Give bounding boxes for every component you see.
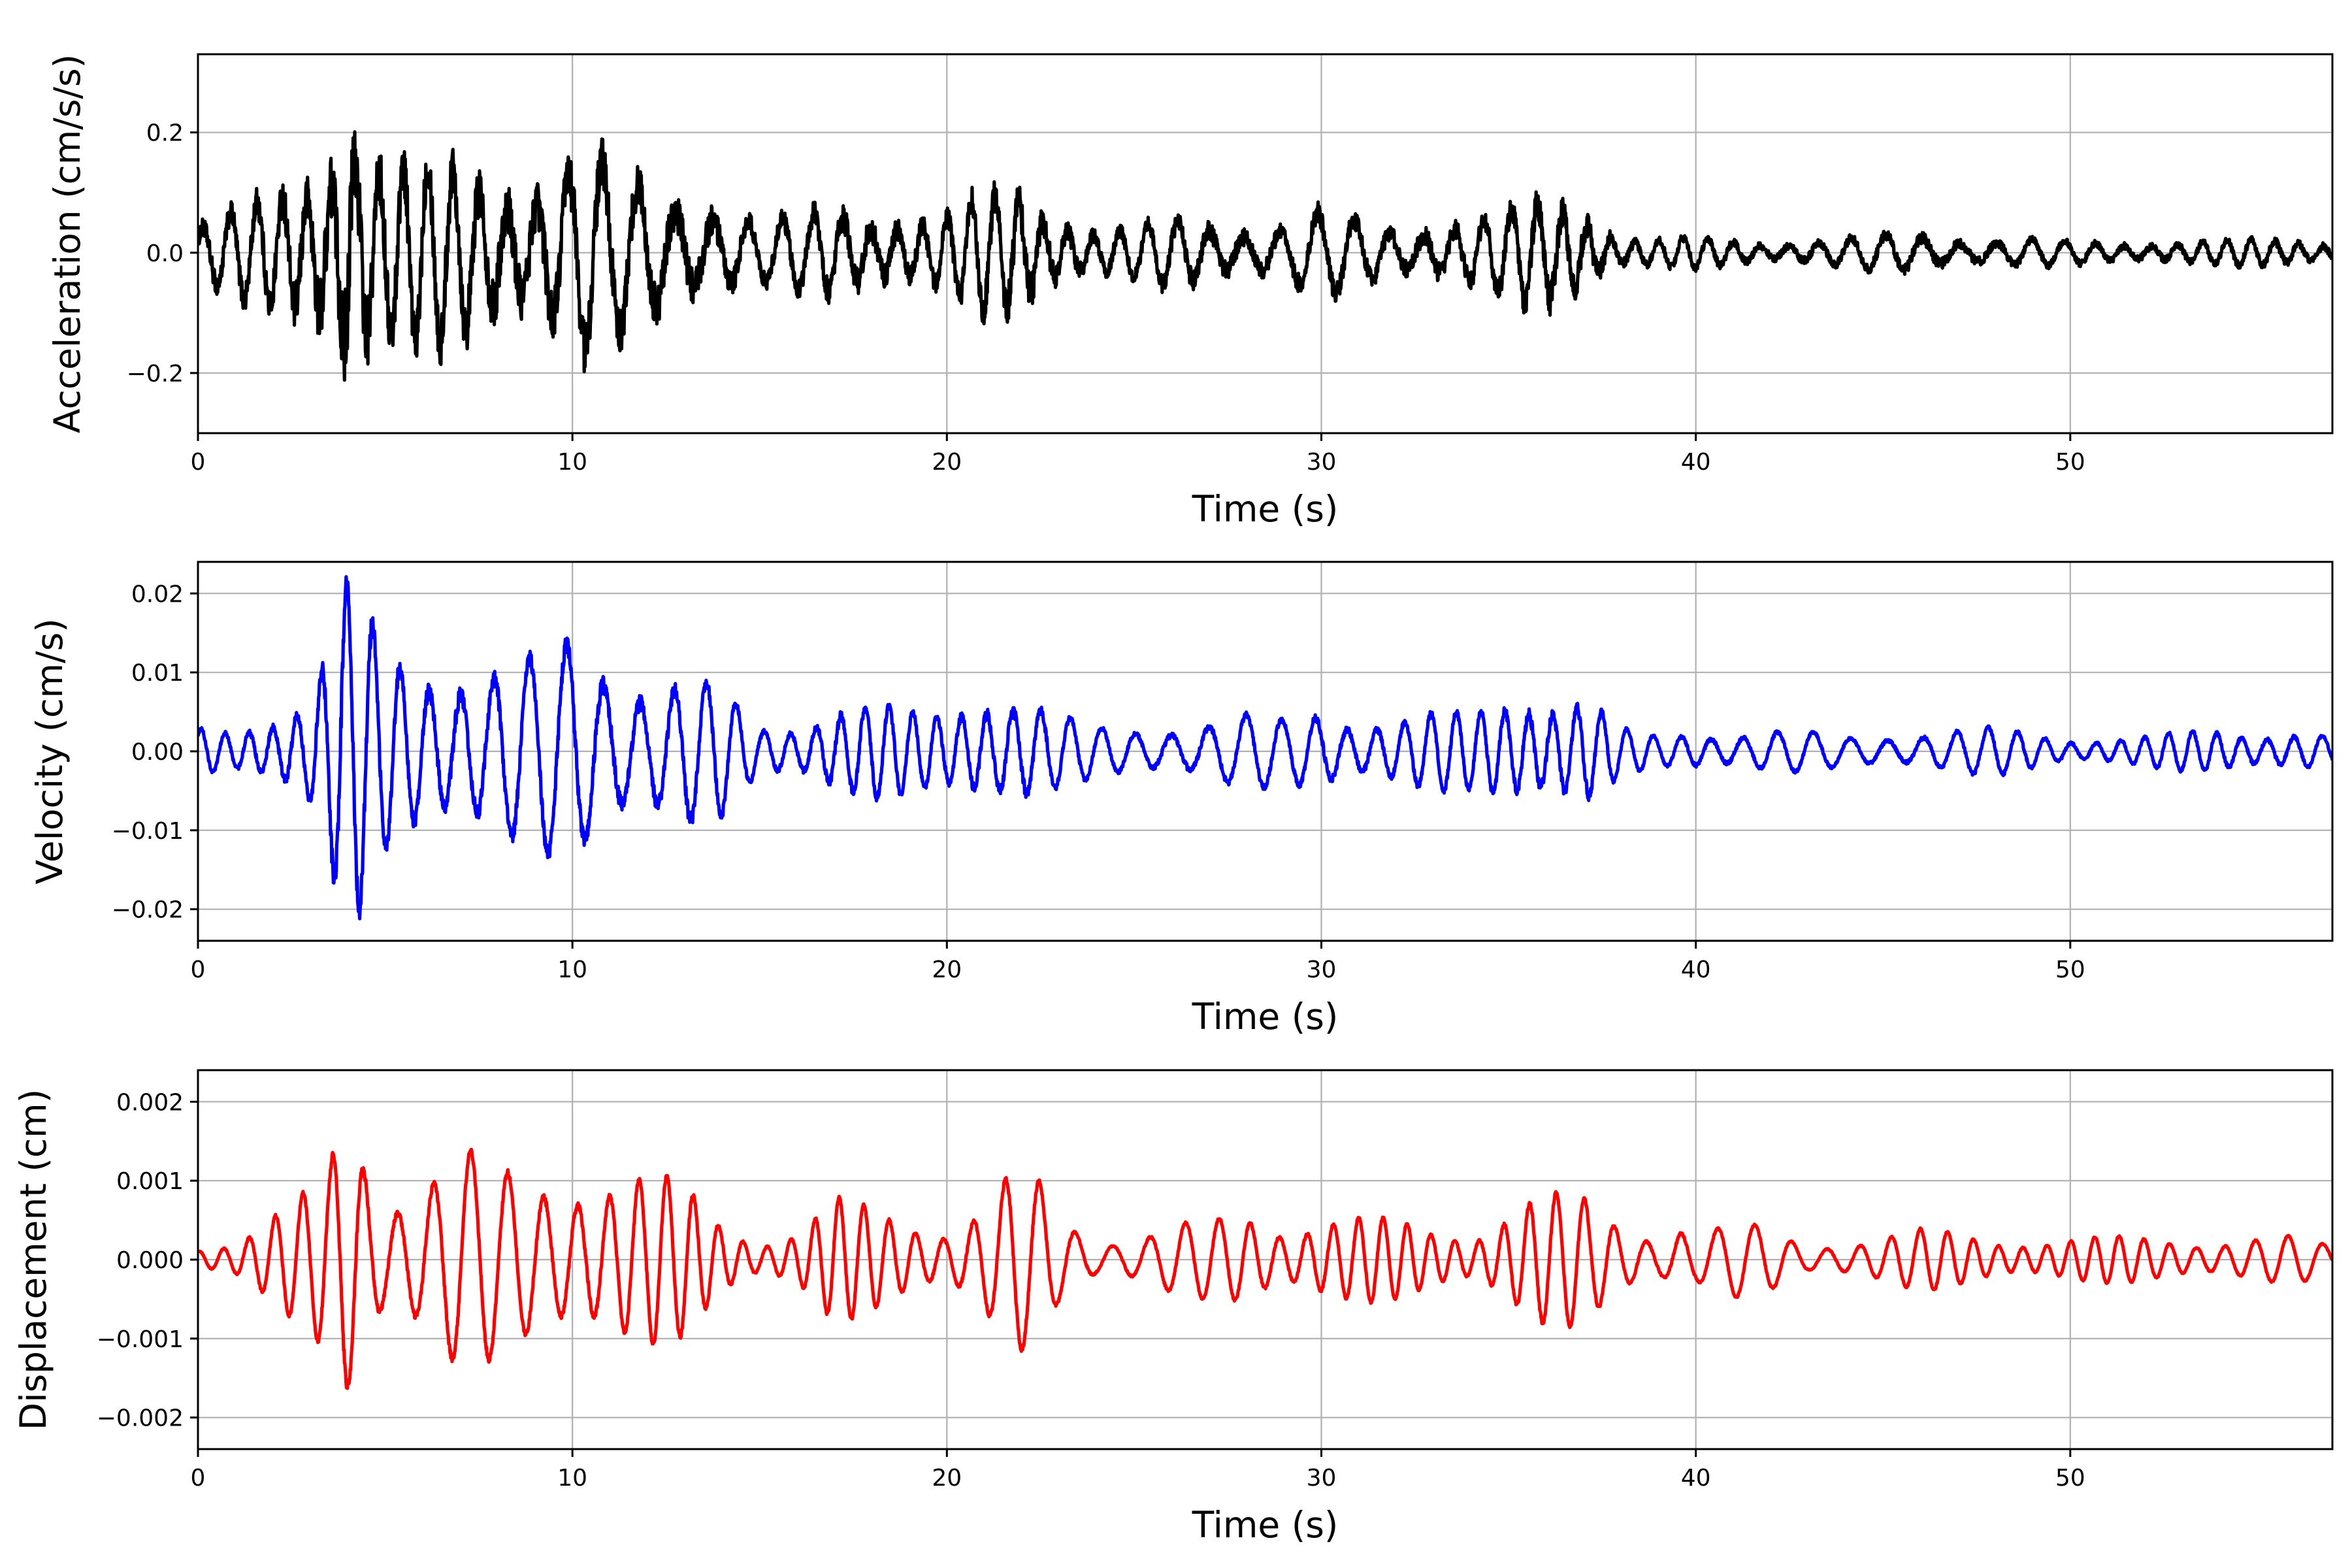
displacement-x-axis-label: Time (s)	[1192, 1504, 1339, 1546]
acceleration-series-line	[198, 130, 2332, 382]
acceleration-axes-frame	[197, 53, 2334, 434]
displacement-x-tick-label: 40	[1681, 1465, 1711, 1492]
displacement-y-tick-label: 0.000	[116, 1247, 184, 1274]
velocity-y-tick-label: 0.02	[131, 581, 184, 608]
acceleration-y-tick-label: −0.2	[127, 361, 184, 387]
acceleration-x-tick-label: 50	[2055, 449, 2085, 476]
acceleration-x-tick-label: 0	[191, 449, 206, 476]
displacement-y-tick-label: −0.002	[97, 1405, 184, 1432]
acceleration-x-axis-label: Time (s)	[1192, 488, 1339, 530]
velocity-x-tick-label: 10	[557, 956, 587, 983]
acceleration-x-tick-label: 30	[1307, 449, 1337, 476]
velocity-x-tick-label: 40	[1681, 956, 1711, 983]
displacement-y-tick-label: 0.001	[116, 1168, 184, 1195]
acceleration-y-tick-label: 0.0	[146, 240, 184, 267]
displacement-y-tick-label: −0.001	[97, 1326, 184, 1353]
acceleration-panel: 0 10 20 30 40 50 −0.2 0.0 0.2 Time (s) Acceleratio…	[46, 53, 2334, 530]
velocity-x-tick-label: 50	[2055, 956, 2085, 983]
displacement-panel: 0 10 20 30 40 50 −0.002 −0.001 0.000 0.001 0.002 Ti…	[12, 1069, 2334, 1546]
displacement-x-tick-label: 50	[2055, 1465, 2085, 1492]
velocity-x-tick-label: 30	[1307, 956, 1337, 983]
acceleration-y-tick-label: 0.2	[146, 120, 184, 147]
acceleration-x-tick-label: 40	[1681, 449, 1711, 476]
acceleration-x-tick-label: 20	[932, 449, 962, 476]
displacement-x-tick-label: 30	[1307, 1465, 1337, 1492]
panels: 0 10 20 30 40 50 −0.2 0.0 0.2 Time (s) Acceleratio…	[12, 53, 2334, 1546]
displacement-x-tick-label: 0	[191, 1465, 206, 1492]
displacement-x-tick-label: 20	[932, 1465, 962, 1492]
velocity-x-axis-label: Time (s)	[1192, 996, 1339, 1037]
velocity-y-tick-label: 0.01	[131, 660, 184, 687]
acceleration-x-tick-label: 10	[557, 449, 587, 476]
acceleration-y-axis-label: Acceleration (cm/s/s)	[46, 54, 88, 433]
displacement-y-tick-label: 0.002	[116, 1089, 184, 1116]
velocity-y-tick-label: 0.00	[131, 739, 184, 766]
velocity-series-line	[198, 575, 2332, 921]
velocity-y-axis-label: Velocity (cm/s)	[29, 618, 71, 884]
displacement-x-tick-label: 10	[557, 1465, 587, 1492]
velocity-x-tick-label: 0	[191, 956, 206, 983]
velocity-y-tick-label: −0.01	[112, 818, 184, 845]
velocity-panel: 0 10 20 30 40 50 −0.02 −0.01 0.00 0.01 0.02 Time (s…	[29, 561, 2334, 1037]
velocity-y-tick-label: −0.02	[112, 897, 184, 924]
displacement-y-axis-label: Displacement (cm)	[12, 1089, 54, 1430]
velocity-x-tick-label: 20	[932, 956, 962, 983]
displacement-series-line	[198, 1147, 2332, 1390]
